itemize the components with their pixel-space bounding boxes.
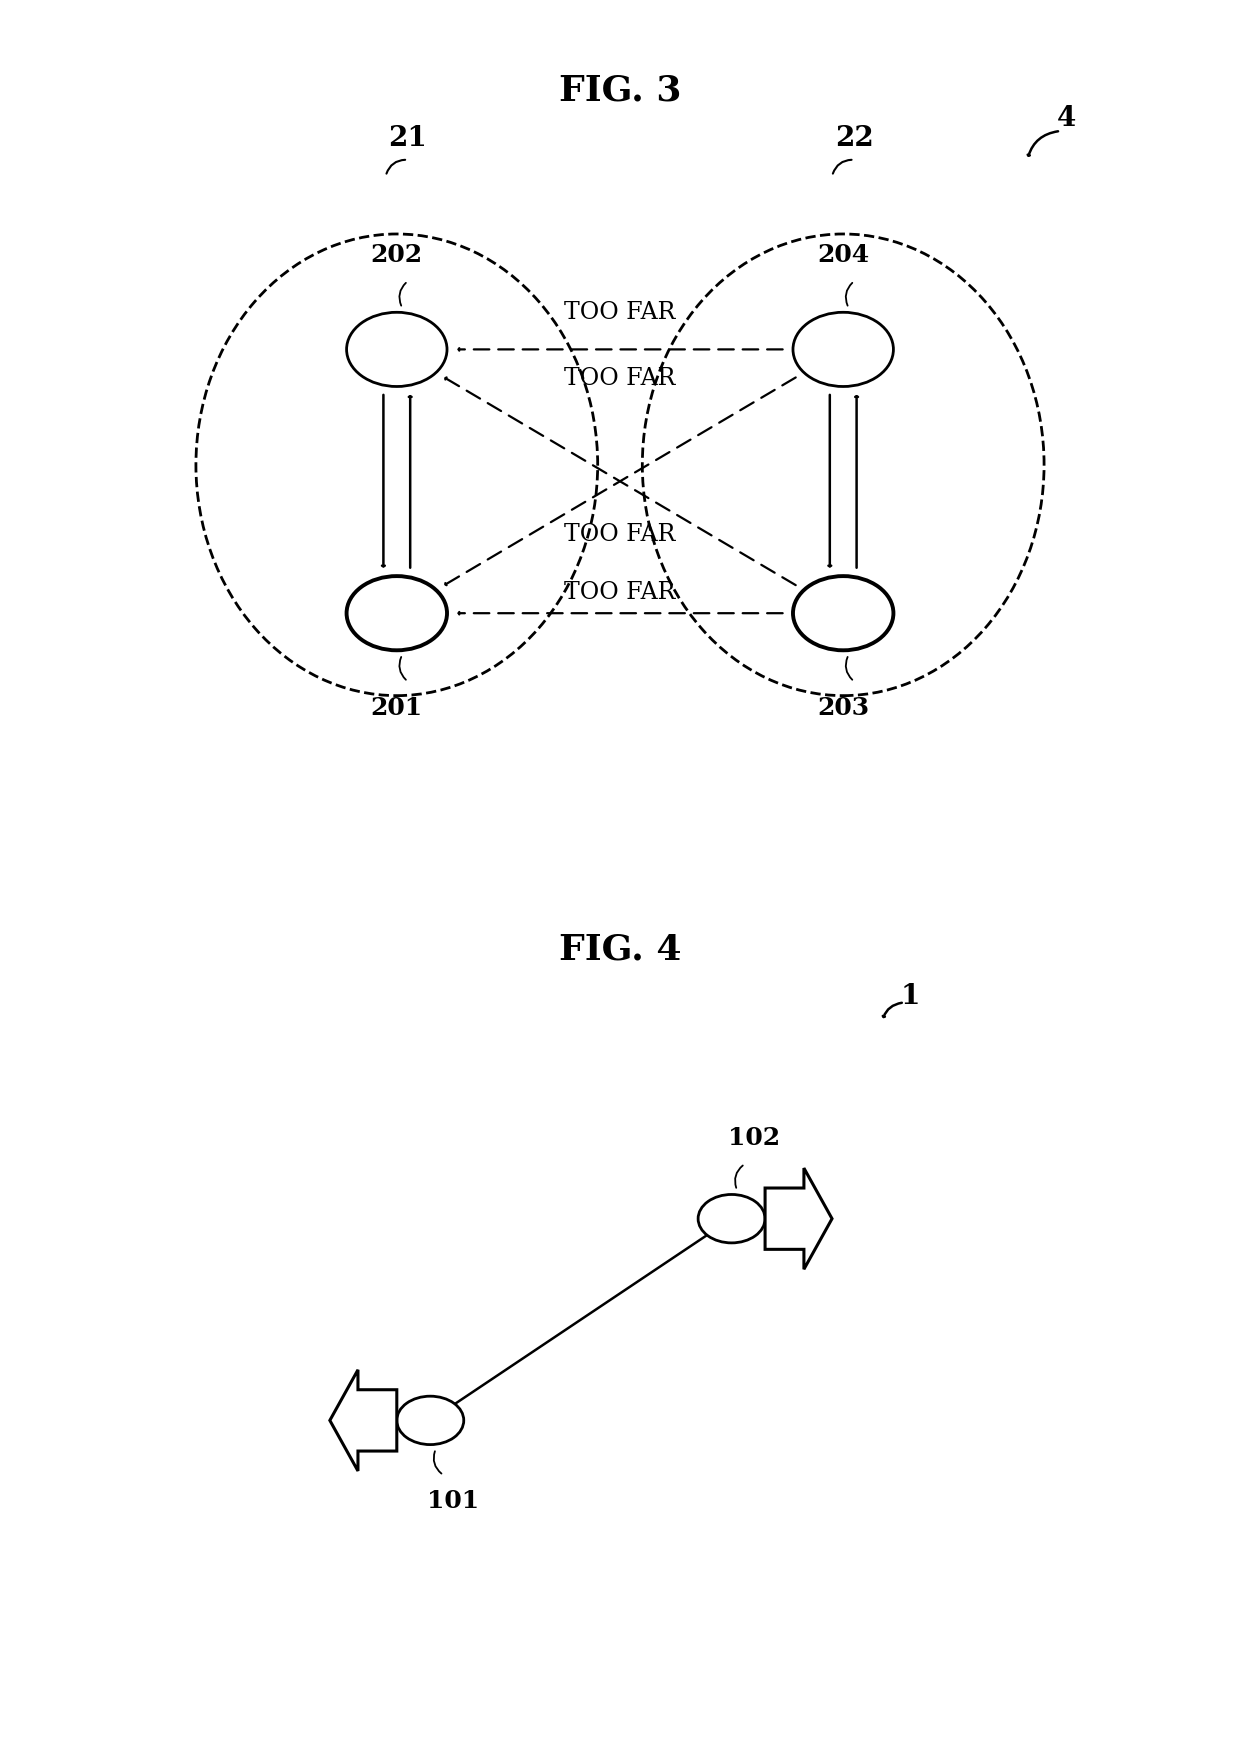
- Text: 204: 204: [817, 244, 869, 267]
- Text: FIG. 4: FIG. 4: [559, 933, 681, 966]
- Circle shape: [397, 1396, 464, 1445]
- Text: FIG. 3: FIG. 3: [559, 74, 681, 107]
- Circle shape: [347, 312, 446, 386]
- Circle shape: [794, 312, 893, 386]
- Text: 101: 101: [427, 1489, 479, 1514]
- Text: TOO FAR: TOO FAR: [564, 367, 676, 389]
- Text: TOO FAR: TOO FAR: [564, 581, 676, 603]
- Text: TOO FAR: TOO FAR: [564, 523, 676, 547]
- Text: 203: 203: [817, 696, 869, 719]
- Text: 4: 4: [1056, 105, 1076, 132]
- Text: 102: 102: [728, 1126, 780, 1151]
- Text: TOO FAR: TOO FAR: [564, 300, 676, 324]
- Text: 201: 201: [371, 696, 423, 719]
- Text: 1: 1: [900, 984, 920, 1010]
- Text: 22: 22: [835, 125, 874, 151]
- Circle shape: [347, 575, 446, 651]
- Polygon shape: [330, 1370, 397, 1472]
- Circle shape: [698, 1194, 765, 1244]
- Circle shape: [794, 575, 893, 651]
- Text: 21: 21: [388, 125, 428, 151]
- Text: 202: 202: [371, 244, 423, 267]
- Polygon shape: [765, 1168, 832, 1270]
